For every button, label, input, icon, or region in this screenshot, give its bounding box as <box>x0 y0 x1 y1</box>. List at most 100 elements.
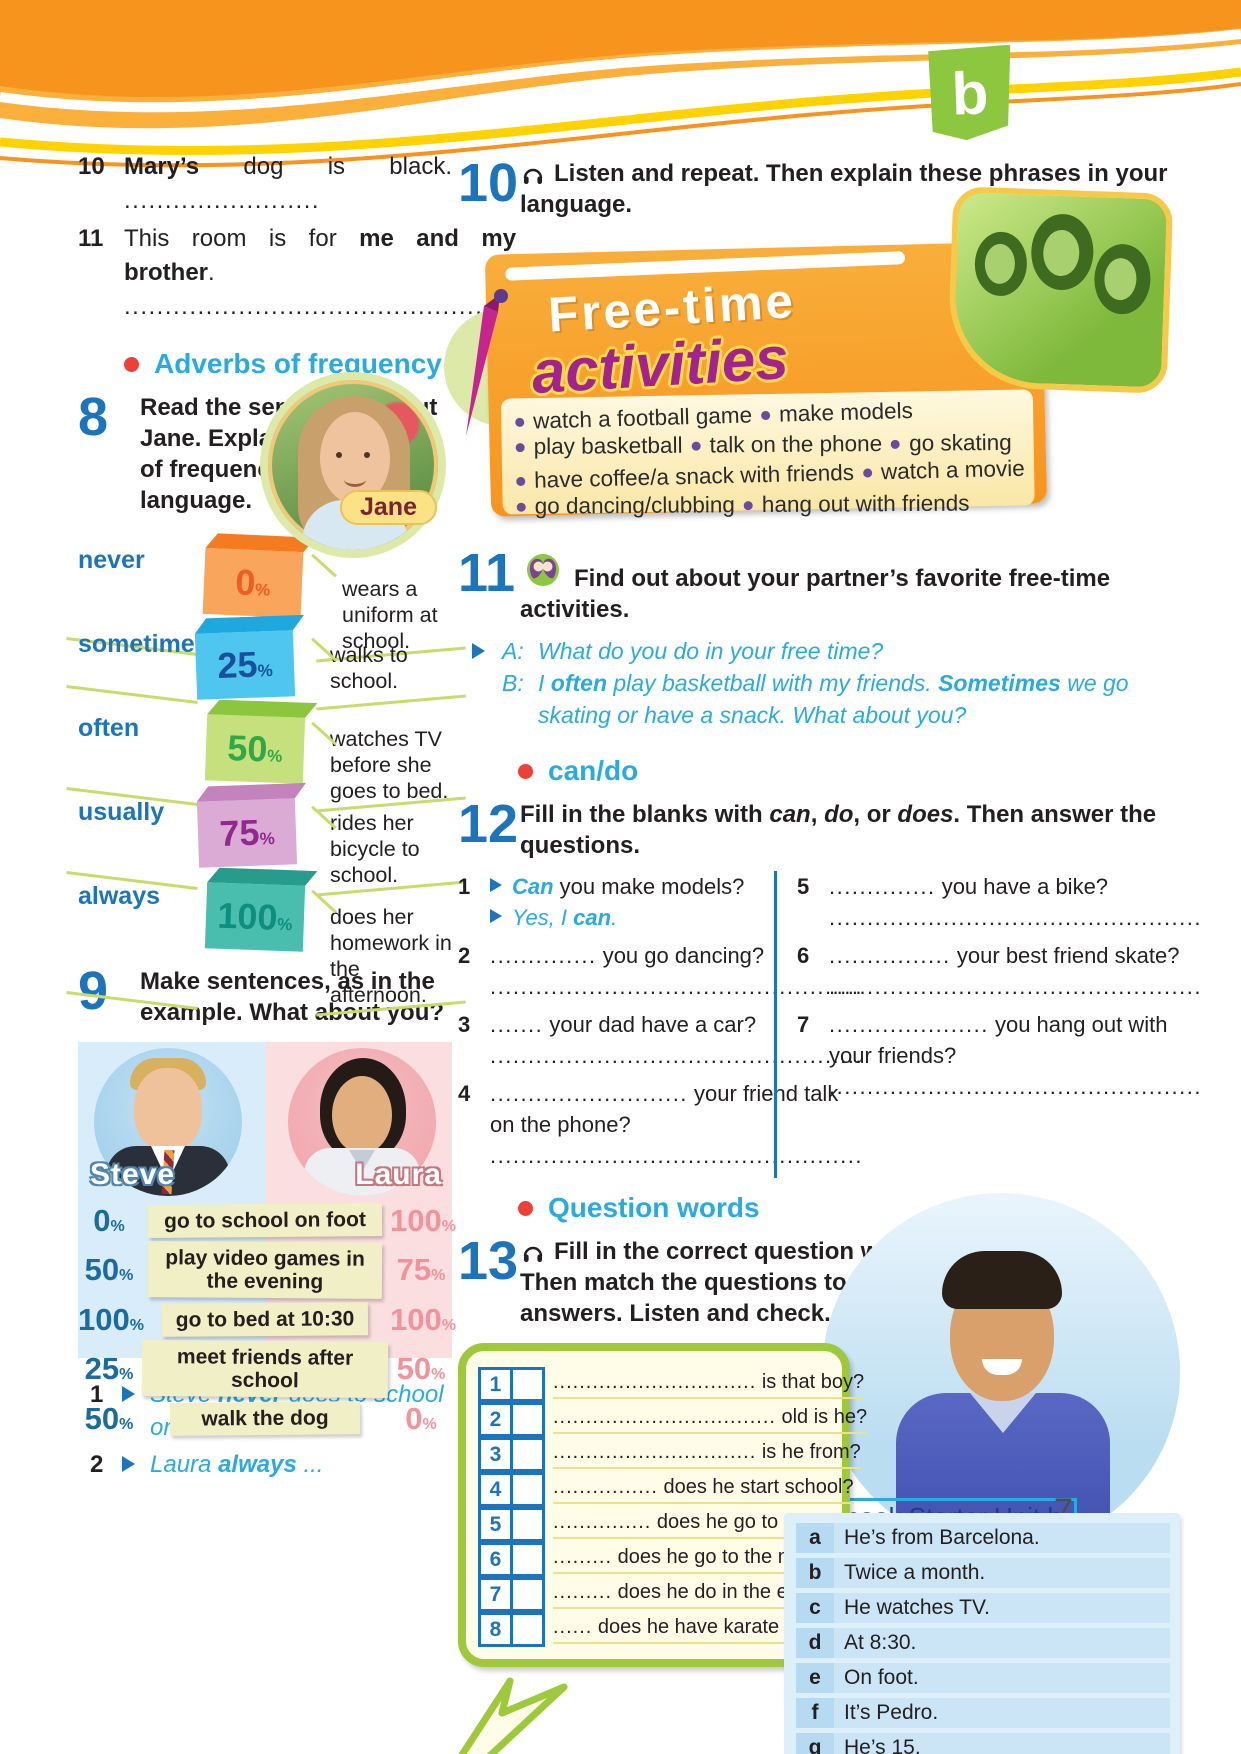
unit-tab: b <box>926 45 1013 142</box>
pairwork-icon <box>527 554 559 586</box>
bullet-icon <box>743 500 753 510</box>
match-answer-box <box>510 1367 545 1402</box>
jane-face <box>320 412 390 504</box>
exercise-number: 8 <box>78 387 109 447</box>
answer-row-b: b Twice a month. <box>796 1558 1170 1588</box>
steve-percent: 100% <box>78 1301 144 1337</box>
item-bold-text: Mary’s <box>124 153 200 180</box>
spacer <box>472 667 502 731</box>
survey-row: 0% go to school on foot 100% <box>78 1202 456 1239</box>
match-answer-box <box>510 1612 545 1647</box>
question-row-2: 2 .................................. old… <box>478 1402 868 1437</box>
answer-letter: b <box>796 1558 834 1588</box>
pyramid-level-often: often 50% watches TV before she goes to … <box>78 699 452 803</box>
percent-sign: % <box>276 914 293 935</box>
dialogue-line-b: B: I often play basketball with my frien… <box>472 667 1172 731</box>
headphones-icon <box>523 168 543 184</box>
bullet-icon <box>516 476 526 486</box>
fill-blank: ......... <box>553 1545 613 1568</box>
question-number: 7 <box>797 1012 810 1037</box>
bullet-icon <box>691 441 701 451</box>
question-number-box: 4 <box>478 1472 513 1507</box>
question-number: 2 <box>458 943 471 968</box>
question-row-4: 4 ................ does he start school? <box>478 1472 854 1507</box>
adverb-label: always <box>78 870 194 1008</box>
exercise-13-header: 13 Fill in the correct question word(s).… <box>458 1234 1172 1329</box>
teens-photo <box>946 186 1174 394</box>
laura-name-label: Laura <box>355 1158 442 1191</box>
question-text: .............. you go dancing? <box>490 943 765 968</box>
answer-row-c: c He watches TV. <box>796 1593 1170 1623</box>
question-number-box: 5 <box>478 1507 513 1542</box>
dialogue-text: What do you do in your free time? <box>538 638 884 664</box>
match-answer-box <box>510 1437 545 1472</box>
answer-blank: ........................................… <box>829 1074 1203 1099</box>
white-streak-decoration <box>505 251 906 281</box>
fill-blank: ............................... <box>553 1440 757 1463</box>
steve-percent: 50% <box>84 1400 134 1436</box>
activity-item: watch a movie <box>880 455 1025 485</box>
example-answer-line: Yes, I can. <box>490 902 764 933</box>
answer-letter: a <box>796 1523 834 1553</box>
exercise-11-header: 11 Find out about your partner’s favorit… <box>458 543 1172 625</box>
item-text: This room is for me and my brother. ....… <box>124 222 516 324</box>
exercise-12-left-column: 1 Can you make models? Yes, I can. 2 ...… <box>458 871 862 1178</box>
match-answer-box <box>510 1507 545 1542</box>
steve-face <box>134 1068 202 1152</box>
question-item-3: 3 ....... your dad have a car? .........… <box>458 1009 862 1071</box>
question-line: ............................... is he fr… <box>553 1441 861 1469</box>
example-text: Laura always ... <box>150 1451 324 1478</box>
fill-blank: .................................. <box>553 1405 776 1428</box>
bullet-icon <box>515 442 525 452</box>
jane-habit-callout: does her homework in the afternoon. <box>316 870 452 1008</box>
bullet-icon <box>516 502 526 512</box>
match-answer-box <box>510 1472 545 1507</box>
bullet-icon <box>891 439 901 449</box>
question-row-8: 8 ...... does he have karate classes? <box>478 1612 863 1647</box>
percent-value: 75 <box>218 811 261 854</box>
item-post-text: . <box>208 259 215 286</box>
question-number: 5 <box>797 874 810 899</box>
percent-cube: 75% <box>196 782 307 868</box>
answer-letter: e <box>796 1663 834 1693</box>
question-number: 1 <box>458 874 471 899</box>
bullet-icon <box>862 468 873 478</box>
activity-strip: go to school on foot <box>147 1202 383 1239</box>
fill-blank: ....... <box>490 1012 544 1037</box>
answer-letter: c <box>796 1593 834 1623</box>
question-text: ....... your dad have a car? <box>490 1012 757 1037</box>
percent-cube: 25% <box>194 614 305 700</box>
answer-blank: ........................................… <box>124 293 517 320</box>
question-item-4: 4 .......................... your friend… <box>458 1078 862 1171</box>
question-number-box: 2 <box>478 1402 513 1437</box>
steve-percent: 0% <box>93 1202 125 1238</box>
exercise-12-header: 12 Fill in the blanks with can, do, or d… <box>458 797 1172 861</box>
question-number: 3 <box>458 1012 471 1037</box>
answer-letter: d <box>796 1628 834 1658</box>
survey-row: 25% meet friends after school 50% <box>78 1339 452 1399</box>
question-row-1: 1 ............................... is tha… <box>478 1367 865 1402</box>
question-line: ............................... is that … <box>553 1371 865 1399</box>
question-line: ................ does he start school? <box>553 1476 854 1504</box>
arrow-icon <box>490 878 502 892</box>
activity-item: go skating <box>909 429 1012 456</box>
question-item-7: 7 ..................... you hang out wit… <box>797 1009 1202 1102</box>
jane-smile <box>344 472 366 487</box>
cube-front-face: 0% <box>202 547 304 619</box>
section-heading-adverbs: Adverbs of frequency <box>124 348 452 380</box>
answer-blank: ........................................… <box>490 974 864 999</box>
question-number: 4 <box>458 1081 471 1106</box>
percent-sign: % <box>257 661 274 681</box>
exercise-number: 11 <box>458 543 516 603</box>
activity-item: play basketball <box>533 432 683 460</box>
fill-blank: ......... <box>553 1580 613 1603</box>
pedro-hair <box>942 1251 1062 1309</box>
fill-blank: ..................... <box>829 1012 989 1037</box>
question-text: ..................... you hang out with … <box>829 1012 1168 1068</box>
headphones-icon <box>523 1246 543 1262</box>
answer-row-d: d At 8:30. <box>796 1628 1170 1658</box>
steve-percent: 25% <box>84 1351 134 1386</box>
adverb-label: never <box>78 534 194 654</box>
answer-letter: g <box>796 1733 834 1754</box>
